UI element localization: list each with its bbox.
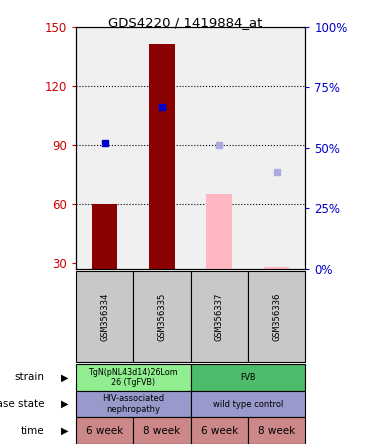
Text: HIV-associated
nephropathy: HIV-associated nephropathy [102, 394, 164, 414]
Bar [206, 194, 232, 269]
Text: TgN(pNL43d14)26Lom
26 (TgFVB): TgN(pNL43d14)26Lom 26 (TgFVB) [88, 368, 178, 387]
Text: FVB: FVB [240, 373, 256, 382]
Text: 6 week: 6 week [86, 426, 123, 436]
Text: GSM356336: GSM356336 [272, 292, 281, 341]
Text: 6 week: 6 week [201, 426, 238, 436]
Text: ▶: ▶ [61, 373, 68, 382]
Text: GSM356337: GSM356337 [215, 292, 224, 341]
Text: strain: strain [14, 373, 44, 382]
Text: time: time [21, 426, 44, 436]
Text: GSM356335: GSM356335 [157, 292, 166, 341]
Text: GSM356334: GSM356334 [100, 292, 109, 341]
Bar [149, 44, 175, 269]
Text: GDS4220 / 1419884_at: GDS4220 / 1419884_at [108, 16, 262, 28]
Bar [92, 204, 117, 269]
Text: disease state: disease state [0, 399, 44, 409]
Text: 8 week: 8 week [258, 426, 295, 436]
Bar [264, 267, 289, 269]
Text: 8 week: 8 week [143, 426, 181, 436]
Text: ▶: ▶ [61, 399, 68, 409]
Text: ▶: ▶ [61, 426, 68, 436]
Text: wild type control: wild type control [213, 400, 283, 408]
